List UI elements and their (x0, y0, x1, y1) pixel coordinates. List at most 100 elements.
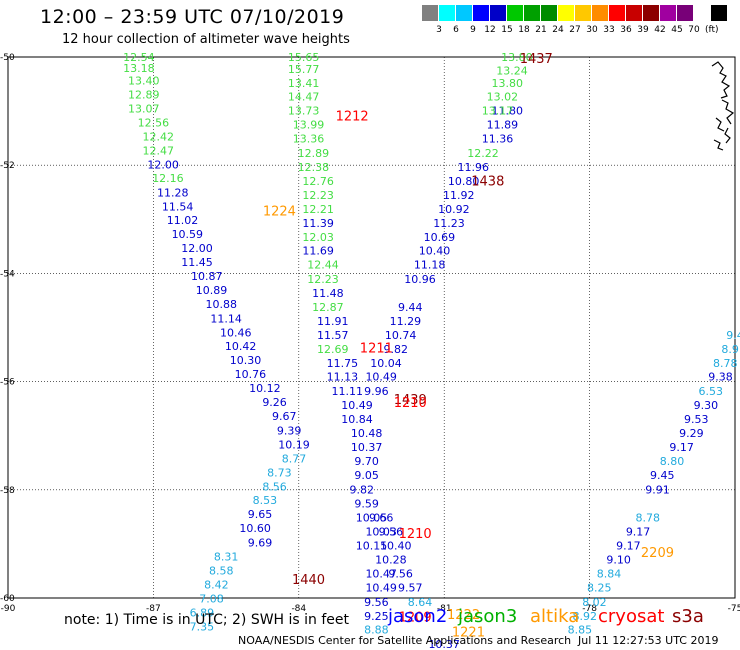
wave-height-value: 10.49 (365, 371, 397, 384)
wave-height-value: 10.49 (365, 582, 397, 595)
pass-label: 1212 (336, 109, 369, 124)
wave-height-value: 13.17 (482, 105, 514, 118)
lat-label: -52 (0, 161, 15, 171)
wave-height-value: 10.96 (404, 273, 436, 286)
wave-height-value: 10.48 (351, 427, 383, 440)
wave-height-value: 8.88 (364, 623, 389, 636)
wave-height-value: 8.80 (660, 455, 685, 468)
wave-height-value: 13.40 (128, 74, 160, 87)
wave-height-value: 12.23 (302, 189, 334, 202)
wave-height-value: 9.59 (354, 497, 379, 510)
wave-height-value: 10.40 (419, 245, 451, 258)
wave-height-value: 10.88 (206, 298, 238, 311)
wave-height-value: 10.87 (191, 270, 223, 283)
wave-height-value: 11.13 (327, 371, 359, 384)
wave-height-value: 9.82 (350, 483, 375, 496)
wave-height-value: 9.96 (364, 385, 389, 398)
wave-height-value: 11.96 (458, 161, 490, 174)
wave-height-value: 10.37 (351, 441, 383, 454)
wave-height-value: 10.60 (239, 522, 271, 535)
scale-swatch (660, 5, 676, 21)
wave-height-value: 10.37 (428, 638, 460, 650)
lon-label: -78 (582, 604, 597, 614)
wave-height-value: 10.74 (385, 329, 417, 342)
wave-height-value: 12.87 (312, 301, 344, 314)
coastline-segment (724, 127, 731, 144)
wave-height-value: 9.4 (726, 329, 740, 342)
wave-height-value: 13.07 (128, 102, 160, 115)
pass-label: 1222 (447, 608, 480, 623)
wave-height-value: 12.03 (302, 231, 334, 244)
wave-height-value: 9.56 (379, 525, 404, 538)
wave-height-value: 9.53 (684, 413, 709, 426)
pass-label: 1224 (263, 205, 296, 220)
scale-label: 42 (654, 25, 666, 35)
note-text: note: 1) Time is in UTC; 2) SWH is in fe… (64, 612, 350, 628)
wave-height-value: 8.64 (408, 596, 433, 609)
scale-label: 12 (484, 25, 496, 35)
lon-label: -75 (728, 604, 740, 614)
pass-label: 1211 (360, 342, 393, 357)
wave-height-value: 8.78 (636, 511, 661, 524)
wave-height-value: 6.89 (190, 607, 215, 620)
wave-height-value: 10.15 (356, 540, 388, 553)
coastline-segment (711, 61, 731, 99)
wave-height-value: 10.19 (278, 438, 310, 451)
wave-height-value: 8.31 (214, 550, 239, 563)
scale-swatch (711, 5, 727, 21)
scale-label: 27 (569, 25, 581, 35)
wave-height-value: 12.54 (123, 51, 155, 64)
wave-height-value: 11.11 (332, 385, 364, 398)
coastline (711, 61, 735, 151)
coastline-segment (721, 99, 735, 125)
scale-label: 15 (501, 25, 513, 35)
wave-height-value: 12.38 (298, 161, 330, 174)
scale-swatch (694, 5, 710, 21)
pass-label: 1221 (452, 626, 485, 641)
wave-height-value: 10.89 (196, 284, 228, 297)
page-title: 12:00 – 23:59 UTC 07/10/2019 (40, 6, 345, 28)
wave-height-value: 13.36 (293, 133, 325, 146)
wave-height-value: 9.29 (679, 427, 704, 440)
scale-swatch (592, 5, 608, 21)
pass-labels: 1437121214381224121114391210121014402209… (263, 52, 674, 640)
lon-label: -90 (1, 604, 16, 614)
wave-height-value: 10.59 (172, 228, 204, 241)
lat-label: -54 (0, 269, 15, 279)
wave-height-value: 13.24 (496, 65, 528, 78)
wave-height-value: 9.17 (616, 540, 641, 553)
wave-height-value: 12.00 (147, 159, 179, 172)
wave-height-value: 8.02 (582, 596, 607, 609)
wave-height-value: 11.48 (312, 287, 344, 300)
scale-label: 36 (620, 25, 632, 35)
wave-height-value: 9.82 (383, 343, 408, 356)
wave-height-value: 11.92 (443, 189, 475, 202)
pass-label: 1437 (520, 52, 553, 67)
wave-height-value: 13.02 (487, 90, 519, 103)
wave-height-value: 9.30 (694, 399, 719, 412)
wave-height-value: 10.84 (341, 413, 373, 426)
wave-height-value: 8.85 (568, 623, 593, 636)
wave-height-value: 8.92 (573, 610, 598, 623)
scale-label: 6 (453, 25, 459, 35)
wave-height-value: 12.47 (142, 145, 174, 158)
credit-text: NOAA/NESDIS Center for Satellite Applica… (238, 634, 572, 647)
wave-height-value: 12.69 (317, 343, 349, 356)
wave-height-value: 10.49 (341, 399, 373, 412)
pass-label: 1438 (471, 174, 504, 189)
wave-height-value: 12.16 (152, 172, 184, 185)
scale-swatch (609, 5, 625, 21)
wave-height-value: 6.53 (699, 385, 724, 398)
scale-swatch (643, 5, 659, 21)
wave-height-value: 8.53 (253, 494, 278, 507)
wave-height-value: 15.77 (288, 63, 320, 76)
page-subtitle: 12 hour collection of altimeter wave hei… (62, 32, 350, 47)
wave-height-value: 10.42 (225, 340, 257, 353)
wave-height-value: 11.57 (317, 329, 349, 342)
wave-height-value: 12.89 (128, 88, 160, 101)
wave-height-value: 9.25 (364, 610, 389, 623)
scale-label: 45 (671, 25, 683, 35)
wave-height-value: 11.45 (181, 256, 213, 269)
wave-height-value: 11.54 (162, 200, 194, 213)
scale-swatch (524, 5, 540, 21)
